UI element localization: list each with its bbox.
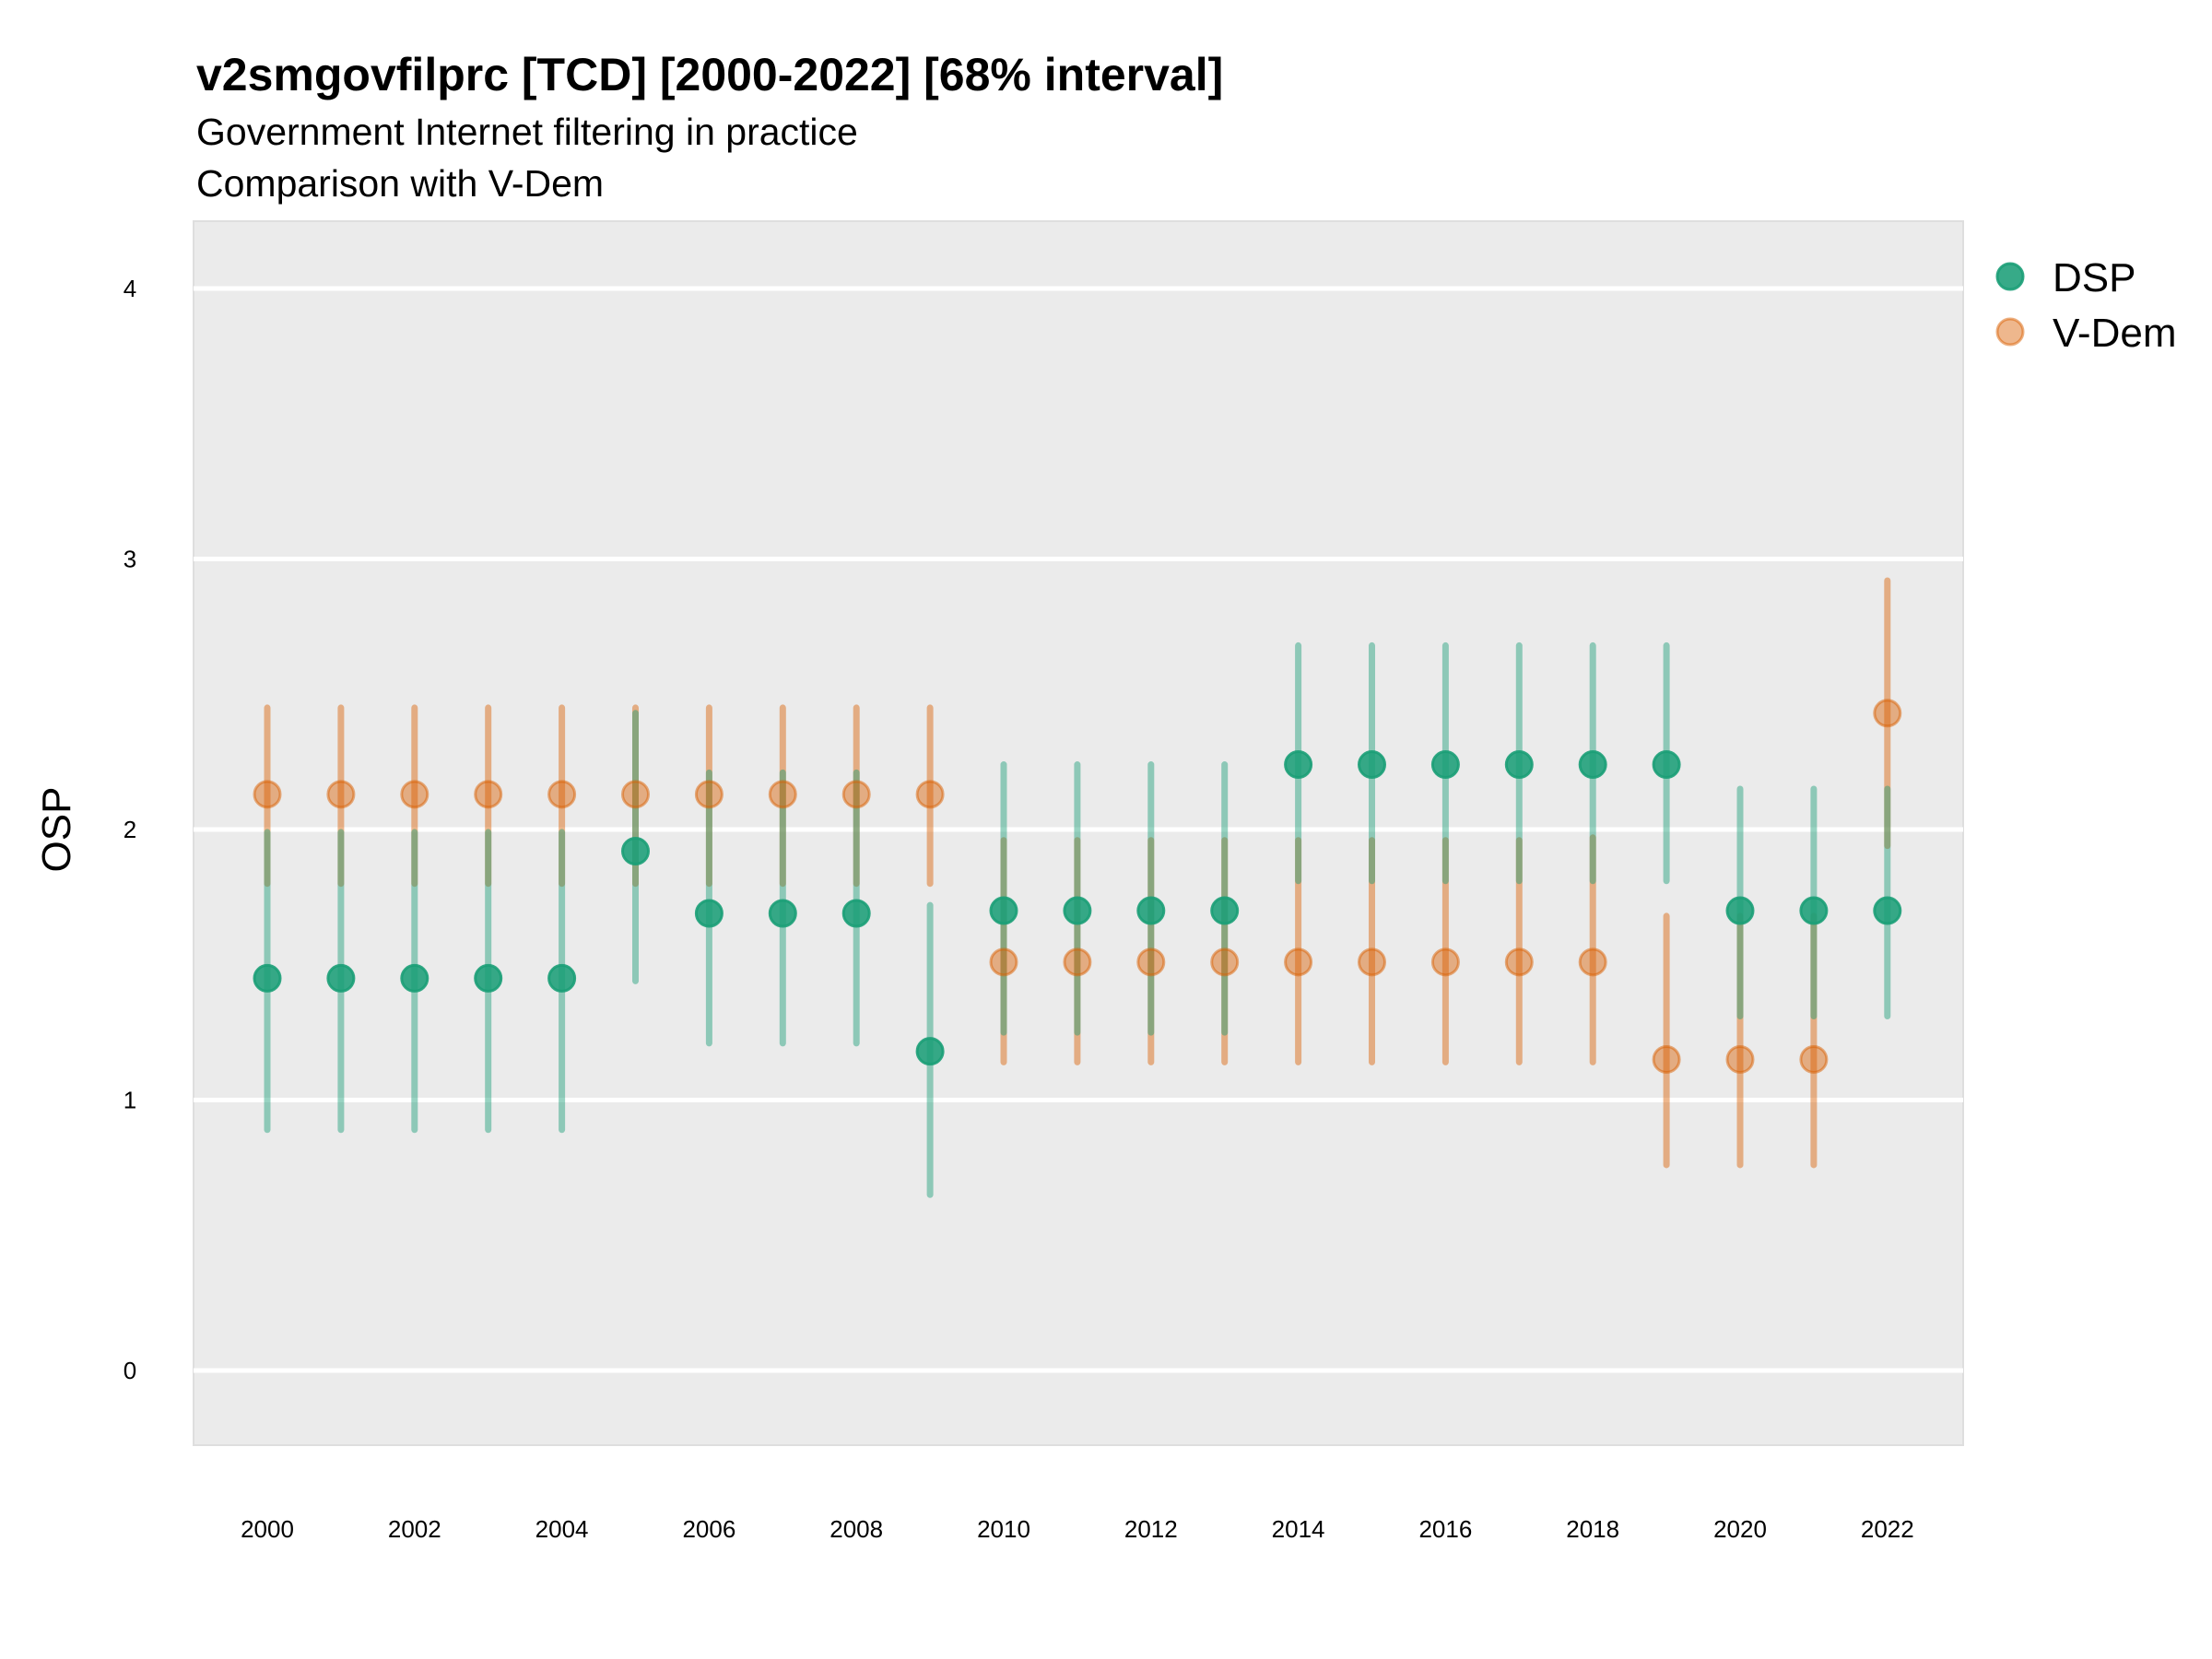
y-tick-label: 1 [124,1087,136,1114]
point-vdem-2020 [1725,1044,1755,1074]
chart-subtitle: Government Internet filtering in practic… [196,111,858,153]
point-vdem-2017 [1504,947,1534,977]
point-vdem-2004 [547,780,577,809]
point-vdem-2021 [1799,1044,1829,1074]
point-dsp-2008 [841,899,871,928]
point-dsp-2007 [768,899,797,928]
point-dsp-2011 [1063,896,1092,925]
point-dsp-2015 [1358,750,1386,780]
x-tick-label: 2010 [977,1515,1030,1543]
point-dsp-2010 [989,896,1018,925]
point-vdem-2015 [1358,947,1386,977]
data-points [253,699,1902,1074]
point-vdem-2002 [400,780,429,809]
point-vdem-2018 [1578,947,1607,977]
y-tick-label: 3 [124,546,136,573]
x-tick-label: 2004 [535,1515,589,1543]
point-vdem-2006 [694,780,724,809]
y-tick-label: 2 [124,816,136,843]
y-tick-labels: 0 1 2 3 4 [124,275,136,1384]
point-vdem-2019 [1652,1044,1681,1074]
point-dsp-2000 [253,963,282,993]
legend-label-dsp: DSP [2053,255,2136,300]
x-tick-label: 2008 [830,1515,883,1543]
point-vdem-2013 [1210,947,1240,977]
legend-dot-vdem [1995,317,2025,347]
point-vdem-2010 [989,947,1018,977]
point-vdem-2007 [768,780,797,809]
point-vdem-2016 [1430,947,1460,977]
chart-caption: Comparison with V-Dem [196,162,604,205]
point-dsp-2002 [400,963,429,993]
y-axis-title: OSP [34,787,79,873]
point-vdem-2000 [253,780,282,809]
point-vdem-2014 [1284,947,1313,977]
point-dsp-2016 [1430,750,1460,780]
plot-panel [193,220,1964,1446]
point-dsp-2004 [547,963,577,993]
x-tick-label: 2018 [1566,1515,1619,1543]
point-vdem-2022 [1873,699,1902,728]
point-dsp-2006 [694,899,724,928]
point-dsp-2003 [474,963,503,993]
point-vdem-2008 [841,780,871,809]
x-tick-label: 2016 [1418,1515,1472,1543]
point-dsp-2021 [1799,896,1829,925]
y-tick-label: 0 [124,1357,136,1384]
point-dsp-2005 [621,836,650,865]
point-dsp-2009 [915,1037,945,1066]
point-dsp-2001 [326,963,356,993]
x-tick-label: 2006 [682,1515,735,1543]
point-dsp-2017 [1504,750,1534,780]
legend: DSP V-Dem [1995,255,2176,356]
point-vdem-2012 [1136,947,1166,977]
point-vdem-2011 [1063,947,1092,977]
gridlines [194,286,1963,1373]
x-tick-label: 2000 [241,1515,294,1543]
point-dsp-2012 [1136,896,1166,925]
x-tick-label: 2012 [1124,1515,1178,1543]
point-dsp-2020 [1725,896,1755,925]
y-tick-label: 4 [124,275,136,302]
point-vdem-2005 [621,780,650,809]
point-vdem-2001 [326,780,356,809]
chart-title: v2smgovfilprc [TCD] [2000-2022] [68% int… [196,49,1223,100]
point-dsp-2019 [1652,750,1681,780]
x-tick-label: 2020 [1713,1515,1767,1543]
x-tick-label: 2022 [1861,1515,1914,1543]
legend-label-vdem: V-Dem [2053,311,2176,356]
point-dsp-2014 [1284,750,1313,780]
x-tick-label: 2002 [388,1515,441,1543]
legend-dot-dsp [1995,262,2025,291]
point-dsp-2018 [1578,750,1607,780]
point-vdem-2003 [474,780,503,809]
x-tick-label: 2014 [1272,1515,1325,1543]
point-dsp-2013 [1210,896,1240,925]
point-dsp-2022 [1873,896,1902,925]
x-tick-labels: 2000 2002 2004 2006 2008 2010 2012 2014 2016 2018… [241,1515,1914,1543]
point-vdem-2009 [915,780,945,809]
